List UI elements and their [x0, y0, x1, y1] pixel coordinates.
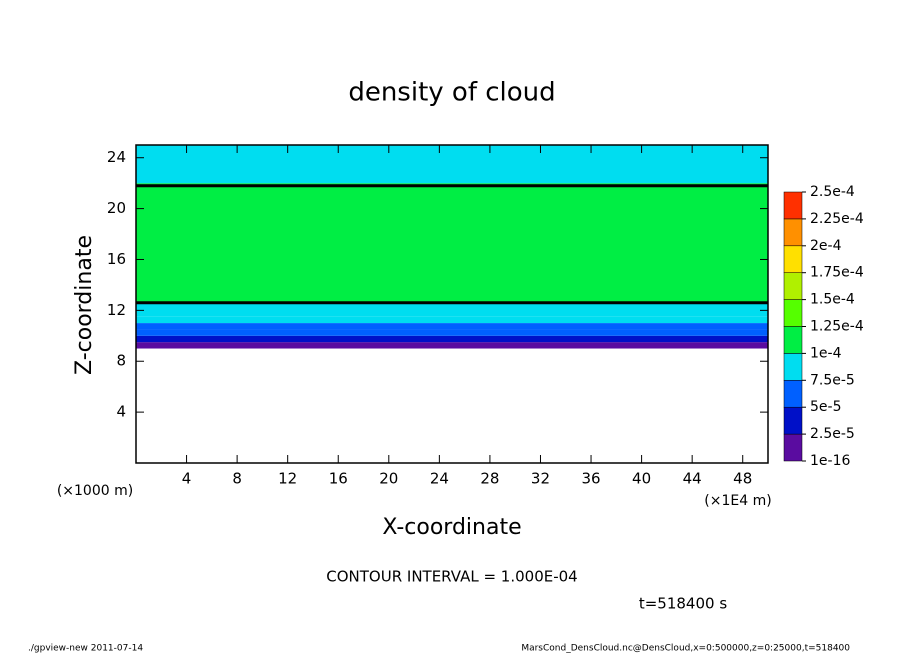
- x-tick-label: 8: [232, 470, 242, 488]
- colorbar-label: 1.25e-4: [810, 319, 864, 335]
- colorbar-label: 2.25e-4: [810, 211, 864, 227]
- x-tick-label: 12: [278, 470, 297, 488]
- colorbar-label: 1e-4: [810, 345, 842, 361]
- x-tick-label: 40: [632, 470, 651, 488]
- footer-right: MarsCond_DensCloud.nc@DensCloud,x=0:5000…: [521, 644, 850, 654]
- colorbar-bin: [783, 353, 803, 381]
- colorbar-label: 1e-16: [810, 453, 850, 469]
- x-unit-label: (×1E4 m): [704, 493, 771, 509]
- plot-frame: [135, 144, 769, 464]
- x-tick-label: 28: [480, 470, 499, 488]
- x-tick-label: 36: [581, 470, 600, 488]
- y-tick-label: 12: [107, 301, 126, 319]
- colorbar-label: 2e-4: [810, 238, 842, 254]
- colorbar-label: 1.75e-4: [810, 265, 864, 281]
- y-tick-label: 8: [116, 352, 126, 370]
- colorbar-bin: [783, 245, 803, 273]
- x-tick-label: 44: [683, 470, 702, 488]
- x-tick-label: 48: [733, 470, 752, 488]
- contour-interval: CONTOUR INTERVAL = 1.000E-04: [326, 568, 577, 586]
- colorbar-bin: [783, 272, 803, 300]
- colorbar-bin: [783, 380, 803, 408]
- y-tick-label: 16: [107, 250, 126, 268]
- x-tick-label: 32: [531, 470, 550, 488]
- contour-band: [136, 329, 768, 336]
- contour-band: [136, 342, 768, 349]
- colorbar-label: 7.5e-5: [810, 372, 855, 388]
- colorbar-bin: [783, 433, 803, 462]
- x-tick-label: 24: [430, 470, 449, 488]
- colorbar-bin: [783, 218, 803, 247]
- colorbar-bin: [783, 406, 803, 435]
- colorbar-bin: [783, 326, 803, 354]
- colorbar-bin: [783, 191, 803, 220]
- colorbar-bin: [783, 299, 803, 327]
- x-tick-label: 4: [182, 470, 192, 488]
- time-label: t=518400 s: [639, 595, 727, 613]
- x-tick-label: 20: [379, 470, 398, 488]
- x-axis-label: X-coordinate: [382, 515, 521, 540]
- y-unit-label: (×1000 m): [57, 483, 133, 499]
- colorbar-label: 5e-5: [810, 399, 841, 415]
- contour-band: [136, 316, 768, 324]
- contour-band: [136, 145, 768, 184]
- contour-band: [136, 304, 768, 317]
- contour-band: [136, 183, 768, 304]
- x-tick-label: 16: [329, 470, 348, 488]
- colorbar-label: 1.5e-4: [810, 292, 855, 308]
- colorbar-label: 2.5e-5: [810, 426, 855, 442]
- contour-band: [136, 323, 768, 330]
- colorbar-label: 2.5e-4: [810, 184, 855, 200]
- chart-title: density of cloud: [348, 78, 555, 108]
- y-tick-label: 24: [107, 148, 126, 166]
- y-tick-label: 4: [116, 403, 126, 421]
- footer-left: ./gpview-new 2011-07-14: [28, 644, 143, 654]
- y-tick-label: 20: [107, 199, 126, 217]
- y-axis-label: Z-coordinate: [72, 235, 97, 375]
- contour-band: [136, 335, 768, 343]
